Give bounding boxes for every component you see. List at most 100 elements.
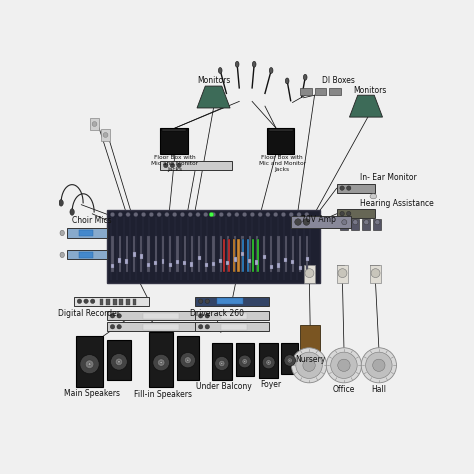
Bar xyxy=(241,259,244,263)
Bar xyxy=(303,265,315,283)
Circle shape xyxy=(242,359,247,365)
Bar xyxy=(176,236,179,272)
Circle shape xyxy=(85,360,94,368)
Circle shape xyxy=(199,299,203,303)
Circle shape xyxy=(364,219,369,225)
Ellipse shape xyxy=(219,67,222,73)
Bar xyxy=(183,236,186,272)
Bar xyxy=(256,239,259,272)
Bar xyxy=(107,340,131,380)
Bar xyxy=(242,239,245,272)
Circle shape xyxy=(205,325,210,329)
Bar xyxy=(221,324,246,329)
Circle shape xyxy=(126,212,130,217)
Bar xyxy=(227,236,229,272)
Text: Floor Box with
Mic and Monitor
Jacks: Floor Box with Mic and Monitor Jacks xyxy=(259,155,306,172)
Bar xyxy=(160,128,188,154)
Circle shape xyxy=(284,355,296,366)
Ellipse shape xyxy=(269,67,273,73)
Circle shape xyxy=(215,356,229,371)
Circle shape xyxy=(173,212,177,217)
Bar xyxy=(107,311,210,320)
Circle shape xyxy=(340,186,344,190)
Bar xyxy=(195,311,269,320)
Bar xyxy=(119,299,123,305)
Circle shape xyxy=(92,122,97,127)
Bar xyxy=(234,236,236,272)
Circle shape xyxy=(211,212,216,217)
Bar xyxy=(284,236,287,272)
Bar xyxy=(236,343,254,376)
Bar xyxy=(118,264,121,269)
Bar xyxy=(140,236,143,272)
Bar xyxy=(219,263,222,268)
Circle shape xyxy=(338,269,347,278)
Circle shape xyxy=(184,357,191,364)
Circle shape xyxy=(149,212,154,217)
Text: Floor Box with
Mic and Monitor
Jacks: Floor Box with Mic and Monitor Jacks xyxy=(152,155,199,172)
Bar xyxy=(133,256,136,260)
Circle shape xyxy=(209,212,214,217)
Bar xyxy=(126,299,130,305)
Bar xyxy=(126,259,128,264)
Circle shape xyxy=(84,299,88,303)
Bar xyxy=(248,257,251,261)
Text: Hall: Hall xyxy=(371,385,386,394)
Circle shape xyxy=(338,359,350,372)
Circle shape xyxy=(157,359,165,366)
Bar xyxy=(126,236,128,272)
Ellipse shape xyxy=(370,194,377,199)
Circle shape xyxy=(188,212,192,217)
Circle shape xyxy=(219,360,225,366)
Text: Fill-in Speakers: Fill-in Speakers xyxy=(134,390,192,399)
Bar xyxy=(270,264,273,268)
Circle shape xyxy=(219,212,224,217)
Circle shape xyxy=(221,363,223,365)
Bar xyxy=(107,322,210,331)
Text: DI Boxes: DI Boxes xyxy=(322,76,355,85)
Text: Office: Office xyxy=(333,385,355,394)
Circle shape xyxy=(164,212,169,217)
Bar xyxy=(256,236,258,272)
Bar xyxy=(212,262,215,266)
Ellipse shape xyxy=(285,78,289,84)
Bar xyxy=(340,219,348,230)
Bar xyxy=(370,265,382,283)
Ellipse shape xyxy=(303,74,307,80)
Bar xyxy=(291,216,351,228)
Bar xyxy=(300,88,311,95)
Bar xyxy=(176,258,179,262)
Ellipse shape xyxy=(60,252,64,258)
Bar xyxy=(234,263,237,268)
Circle shape xyxy=(305,269,314,278)
Bar xyxy=(74,297,149,306)
Circle shape xyxy=(235,212,239,217)
Bar xyxy=(66,228,107,237)
Bar xyxy=(183,257,186,262)
Ellipse shape xyxy=(252,61,256,67)
Bar xyxy=(143,313,179,319)
Circle shape xyxy=(134,212,138,217)
Bar xyxy=(177,336,199,380)
Circle shape xyxy=(258,212,263,217)
Circle shape xyxy=(303,359,315,372)
Text: Under Balcony: Under Balcony xyxy=(196,382,251,391)
Circle shape xyxy=(375,219,380,225)
Bar xyxy=(267,128,294,154)
Bar xyxy=(79,230,93,236)
Bar xyxy=(217,299,243,304)
Circle shape xyxy=(281,212,286,217)
Circle shape xyxy=(196,212,200,217)
Circle shape xyxy=(297,212,301,217)
Circle shape xyxy=(289,360,291,361)
Circle shape xyxy=(205,314,210,318)
Bar xyxy=(195,297,269,306)
Bar xyxy=(219,236,222,272)
Bar xyxy=(337,209,375,218)
Bar xyxy=(101,129,109,141)
Bar xyxy=(147,254,150,258)
Bar xyxy=(113,299,117,305)
Bar xyxy=(140,264,143,269)
Circle shape xyxy=(266,360,272,365)
Circle shape xyxy=(141,212,146,217)
